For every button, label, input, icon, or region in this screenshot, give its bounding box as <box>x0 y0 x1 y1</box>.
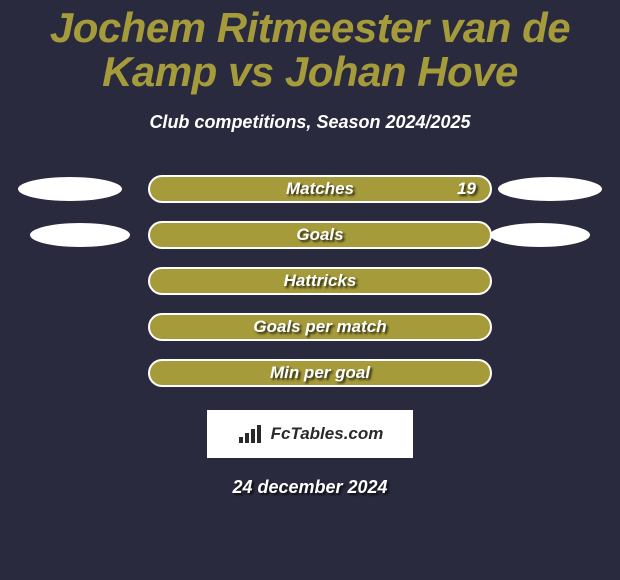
stat-row: Hattricks <box>10 267 610 295</box>
left-pill <box>18 177 122 201</box>
brand-label: FcTables.com <box>271 424 384 444</box>
bar-chart-icon <box>237 423 265 445</box>
comparison-rows: Matches 19 Goals Hattricks Goals per match Mi… <box>0 175 620 387</box>
date-label: 24 december 2024 <box>0 477 620 498</box>
stat-bar: Matches 19 <box>148 175 492 203</box>
subtitle: Club competitions, Season 2024/2025 <box>0 112 620 133</box>
brand-box: FcTables.com <box>206 409 414 459</box>
left-pill <box>30 223 130 247</box>
stat-label: Goals per match <box>253 317 386 337</box>
page-title: Jochem Ritmeester van de Kamp vs Johan H… <box>0 0 620 94</box>
stat-bar: Goals <box>148 221 492 249</box>
stat-row: Goals per match <box>10 313 610 341</box>
stat-row: Min per goal <box>10 359 610 387</box>
stat-bar: Hattricks <box>148 267 492 295</box>
stat-label: Goals <box>296 225 343 245</box>
stat-row: Goals <box>10 221 610 249</box>
right-pill <box>498 177 602 201</box>
right-pill <box>490 223 590 247</box>
stat-bar: Min per goal <box>148 359 492 387</box>
stat-label: Matches <box>286 179 354 199</box>
stat-row: Matches 19 <box>10 175 610 203</box>
stat-value-right: 19 <box>457 179 476 199</box>
stat-label: Hattricks <box>284 271 357 291</box>
stat-bar: Goals per match <box>148 313 492 341</box>
stat-label: Min per goal <box>270 363 370 383</box>
